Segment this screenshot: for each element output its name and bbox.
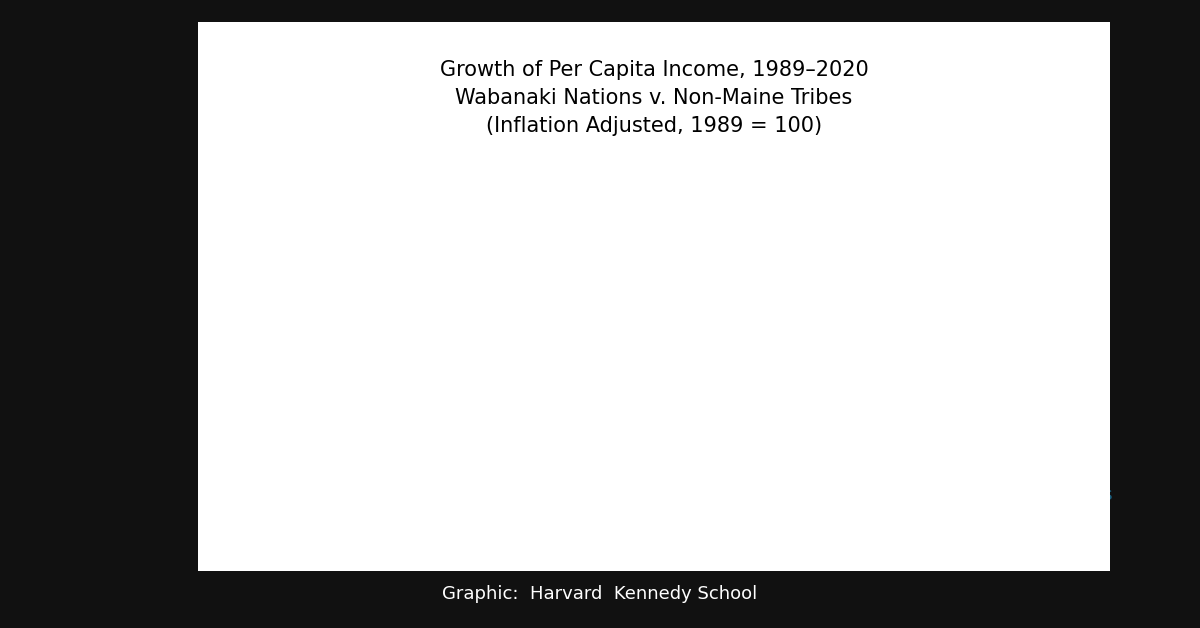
Text: +9%: +9% [950, 463, 996, 480]
Text: Indians on: Indians on [334, 346, 427, 364]
Text: Other U.S. Tribes: Other U.S. Tribes [568, 257, 720, 275]
Text: Reservations: Reservations [334, 374, 450, 392]
Text: +61%: +61% [950, 220, 1008, 238]
Text: Growth of Per Capita Income, 1989–2020
Wabanaki Nations v. Non-Maine Tribes
(Inf: Growth of Per Capita Income, 1989–2020 W… [439, 60, 869, 136]
Text: Graphic:  Harvard  Kennedy School: Graphic: Harvard Kennedy School [443, 585, 757, 603]
Text: Wabanaki Nations: Wabanaki Nations [950, 486, 1112, 504]
